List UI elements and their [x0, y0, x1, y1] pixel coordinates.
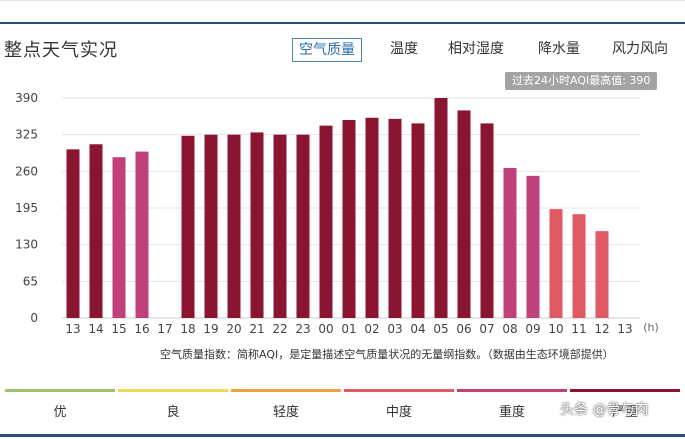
bar	[365, 117, 379, 318]
top-border	[0, 0, 685, 1]
legend-label: 良	[166, 405, 180, 420]
legend-item-light: 轻度	[231, 389, 341, 420]
x-tick-label: 09	[525, 322, 540, 336]
x-tick-label: 13	[617, 322, 632, 336]
tab-humidity[interactable]: 相对湿度	[448, 41, 504, 57]
bottom-border	[0, 434, 685, 437]
watermark: 头条 @骨与肉	[560, 402, 649, 418]
x-tick-label: 02	[364, 322, 379, 336]
x-tick-label: 10	[548, 322, 563, 336]
legend-swatch	[5, 389, 115, 392]
legend-label: 重度	[498, 405, 525, 420]
tab-precipitation[interactable]: 降水量	[538, 41, 580, 57]
bar	[135, 151, 149, 318]
bar	[250, 132, 264, 318]
x-tick-label: 08	[502, 322, 517, 336]
bar	[204, 134, 218, 318]
y-tick-label: 325	[15, 128, 38, 142]
x-tick-label: 04	[410, 322, 425, 336]
legend-swatch	[457, 389, 567, 392]
legend-swatch	[231, 389, 341, 392]
aqi-level-legend: 优 良 轻度 中度 重度 严重	[5, 389, 681, 420]
bar	[595, 231, 609, 318]
bar	[227, 134, 241, 318]
tab-wind[interactable]: 风力风向	[612, 41, 668, 57]
bar	[388, 118, 402, 318]
x-tick-label: 05	[433, 322, 448, 336]
max-aqi-badge: 过去24小时AQI最高值: 390	[505, 72, 658, 90]
x-tick-label: 07	[479, 322, 494, 336]
aqi-bar-chart: 0 65 130 195 260 325 390 13 14 15 16 17 18 19 20 21 22 23…	[15, 91, 659, 336]
bar	[296, 134, 310, 318]
bar	[342, 120, 356, 318]
bar	[480, 123, 494, 318]
legend-swatch	[344, 389, 454, 392]
y-tick-label: 130	[15, 238, 38, 252]
legend-item-excellent: 优	[5, 389, 115, 420]
x-tick-label: 03	[387, 322, 402, 336]
bar	[526, 175, 540, 318]
y-tick-label: 65	[23, 274, 38, 288]
x-tick-label: 01	[341, 322, 356, 336]
legend-swatch	[118, 389, 228, 392]
header-divider	[0, 22, 685, 24]
bar	[273, 134, 287, 318]
y-tick-label: 195	[15, 201, 38, 215]
bar	[572, 214, 586, 318]
legend-label: 轻度	[272, 405, 299, 420]
x-tick-label: 22	[272, 322, 287, 336]
x-tick-label: 23	[295, 322, 310, 336]
y-tick-label: 390	[15, 91, 38, 105]
bar	[112, 157, 126, 318]
x-tick-label: 14	[88, 322, 103, 336]
bar	[411, 123, 425, 318]
legend-item-good: 良	[118, 389, 228, 420]
legend-item-severe: 严重	[570, 389, 680, 420]
bar	[89, 144, 103, 318]
aqi-footnote: 空气质量指数：简称AQI，是定量描述空气质量状况的无量纲指数。（数据由生态环境部…	[160, 348, 614, 361]
x-tick-label: 21	[249, 322, 264, 336]
x-tick-label: 20	[226, 322, 241, 336]
x-tick-label: 06	[456, 322, 471, 336]
bar	[181, 135, 195, 318]
y-tick-label: 0	[30, 311, 38, 325]
legend-item-moderate: 中度	[344, 389, 454, 420]
x-tick-label: 12	[594, 322, 609, 336]
bar	[549, 209, 563, 318]
x-tick-label: 15	[111, 322, 126, 336]
x-tick-label: 17	[157, 322, 172, 336]
x-axis-unit: (h)	[643, 321, 659, 334]
x-tick-label: 18	[180, 322, 195, 336]
x-tick-label: 13	[65, 322, 80, 336]
bar	[66, 149, 80, 318]
bar	[319, 125, 333, 318]
x-tick-label: 16	[134, 322, 149, 336]
bar	[457, 110, 471, 319]
x-tick-label: 19	[203, 322, 218, 336]
tab-air-quality[interactable]: 空气质量	[292, 38, 362, 62]
bar	[434, 98, 448, 318]
legend-label: 优	[53, 405, 67, 420]
x-tick-label: 00	[318, 322, 333, 336]
page-title: 整点天气实况	[4, 40, 118, 61]
legend-item-heavy: 重度	[457, 389, 567, 420]
bar	[503, 167, 517, 318]
tab-temperature[interactable]: 温度	[390, 41, 418, 57]
legend-label: 中度	[385, 405, 412, 420]
y-tick-label: 260	[15, 164, 38, 178]
x-tick-label: 11	[571, 322, 586, 336]
legend-label: 严重	[611, 405, 638, 420]
legend-swatch	[570, 389, 680, 392]
